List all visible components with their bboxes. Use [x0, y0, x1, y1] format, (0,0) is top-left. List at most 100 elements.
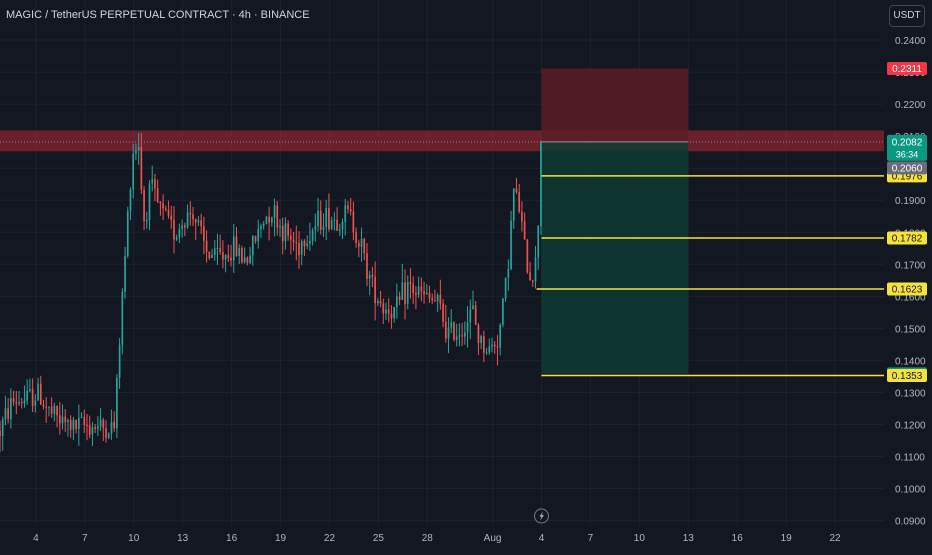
candle-body [219, 248, 222, 253]
candle-body [97, 426, 99, 429]
secondary-price-label: 0.2060 [892, 163, 923, 174]
candle-body [246, 257, 249, 264]
candle-body [480, 336, 482, 343]
candle-body [328, 207, 330, 230]
candle-body [42, 404, 45, 407]
candle-body [515, 188, 518, 192]
grid [0, 0, 884, 527]
candle-body [205, 240, 208, 252]
candle-body [447, 327, 450, 339]
candle-body [148, 183, 151, 220]
candle-body [284, 223, 287, 242]
price-tick-label: 0.1300 [895, 388, 926, 399]
candle-body [173, 220, 175, 240]
candle-body [56, 405, 58, 416]
candle-body [531, 280, 534, 282]
candle-body [409, 282, 412, 285]
candle-body [18, 402, 20, 404]
price-label-bg [887, 231, 927, 245]
candle-body [512, 188, 515, 221]
candle-body [483, 336, 485, 353]
price-tick-label: 0.1000 [895, 485, 926, 496]
candle-body [145, 219, 148, 222]
time-axis[interactable]: 4 7 10 13 16 19 22 25 28 Aug 4 7 10 13 16 19 22 [33, 508, 841, 544]
candle-body [322, 226, 325, 230]
candle-body [184, 225, 186, 228]
candle-body [493, 344, 496, 347]
candle-body [254, 235, 257, 242]
time-tick-label: 7 [82, 533, 88, 544]
time-tick-label: 13 [177, 533, 189, 544]
candle-body [121, 291, 124, 345]
candle-body [431, 297, 434, 301]
candle-body [208, 251, 211, 259]
candle-body [374, 276, 376, 304]
candle-body [170, 215, 173, 221]
price-tick-label: 0.1700 [895, 260, 926, 271]
candle-body [67, 419, 69, 423]
candle-body [216, 248, 219, 250]
candle-body [132, 153, 135, 190]
take-profit-zone [541, 141, 689, 374]
candle-body [290, 235, 292, 240]
time-tick-label: 10 [634, 533, 646, 544]
current-price-bg [887, 134, 927, 161]
candle-body [262, 223, 265, 227]
candle-body [404, 282, 406, 304]
candle-body [235, 236, 238, 257]
candle-body [474, 305, 477, 325]
candle-body [154, 179, 156, 189]
candle-body [317, 210, 319, 227]
candle-body [113, 421, 116, 429]
candle-body [137, 147, 140, 151]
price-tick-label: 0.1400 [895, 356, 926, 367]
candle-body [458, 335, 461, 337]
candle-body [140, 147, 143, 190]
candle-body [39, 383, 42, 405]
candle-body [425, 292, 428, 295]
candle-body [181, 225, 183, 230]
candle-body [31, 389, 34, 406]
current-price-label: 0.2082 [892, 137, 923, 148]
candle-body [1, 419, 4, 436]
candle-body [99, 419, 102, 427]
level-lines[interactable] [536, 175, 884, 377]
price-label-bg [887, 282, 927, 296]
candle-body [260, 226, 262, 229]
candle-body [377, 300, 379, 304]
candle-body [249, 255, 251, 264]
time-tick-label: 19 [781, 533, 793, 544]
candle-body [412, 284, 415, 294]
candle-body [227, 254, 230, 258]
price-axis[interactable]: 0.0900 0.1000 0.1100 0.1200 0.1300 0.1400 0.15… [895, 36, 926, 528]
candle-body [257, 228, 260, 242]
candle-body [534, 257, 537, 282]
candle-body [390, 313, 393, 319]
candle-body [306, 243, 309, 246]
candle-body [436, 294, 439, 302]
candle-body [349, 209, 352, 212]
candle-body [232, 236, 235, 261]
price-label-bg [887, 368, 927, 382]
candle-body [368, 274, 371, 279]
resistance-zone [0, 130, 884, 152]
candle-body [88, 425, 91, 435]
candle-body [12, 398, 15, 403]
candle-body [314, 226, 317, 231]
candle-body [371, 274, 374, 277]
candle-body [26, 390, 29, 401]
candle-body [341, 221, 344, 230]
candle-body [268, 216, 270, 223]
price-label-bg [887, 62, 927, 76]
candle-body [126, 211, 129, 256]
candle-body [20, 402, 23, 404]
price-label: 0.1353 [892, 371, 923, 382]
candle-body [50, 406, 53, 414]
currency-button[interactable]: USDT [889, 5, 925, 27]
candle-body [156, 188, 159, 202]
candle-body [80, 417, 83, 419]
candle-body [107, 433, 110, 438]
time-tick-label: 4 [33, 533, 39, 544]
